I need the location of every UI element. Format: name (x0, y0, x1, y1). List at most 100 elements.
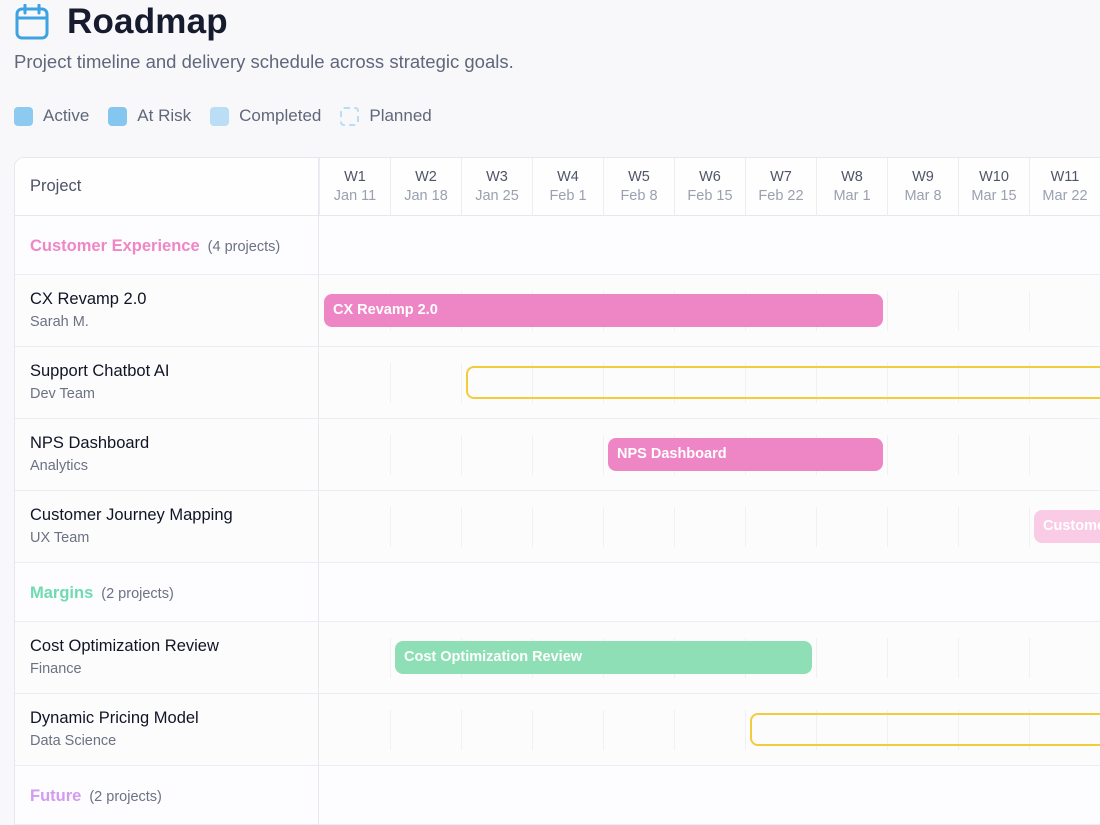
active-swatch (14, 106, 33, 126)
week-number: W11 (1050, 169, 1080, 185)
week-gridline (461, 507, 462, 547)
project-name: CX Revamp 2.0 (30, 290, 147, 308)
group-count: (4 projects) (207, 239, 281, 255)
week-gridline (674, 507, 675, 547)
week-gridline (532, 435, 533, 475)
week-number: W9 (912, 169, 934, 185)
week-gridline (390, 507, 391, 547)
week-gridline (958, 507, 959, 547)
status-legend: Active At Risk Completed Planned (14, 106, 451, 126)
timeline-bar-planned[interactable] (750, 713, 1100, 746)
project-row[interactable]: Support Chatbot AI Dev Team (15, 347, 1100, 419)
project-owner: UX Team (30, 530, 90, 546)
week-gridline (958, 638, 959, 678)
week-gridline (958, 435, 959, 475)
week-gridline (390, 363, 391, 403)
project-name: Cost Optimization Review (30, 637, 219, 655)
week-gridline (1029, 507, 1030, 547)
week-gridline (958, 710, 959, 750)
week-column-header: W5 Feb 8 (603, 158, 674, 216)
week-number: W6 (699, 169, 721, 185)
page-title: Roadmap (67, 2, 228, 41)
legend-label: Planned (369, 106, 432, 125)
week-gridline (887, 363, 888, 403)
week-number: W7 (770, 169, 792, 185)
legend-item-completed: Completed (210, 106, 321, 126)
legend-label: At Risk (137, 106, 192, 125)
project-row[interactable]: Cost Optimization Review Finance Cost Op… (15, 622, 1100, 694)
legend-label: Active (43, 106, 90, 125)
group-name: Customer Experience (30, 237, 200, 255)
week-gridline (603, 435, 604, 475)
timeline-bar[interactable]: Custome (1034, 510, 1100, 543)
week-column-header: W8 Mar 1 (816, 158, 887, 216)
week-column-header: W1 Jan 11 (319, 158, 390, 216)
week-gridline (461, 435, 462, 475)
week-gridline (390, 710, 391, 750)
project-column-header: Project (30, 177, 82, 195)
week-gridline (887, 435, 888, 475)
week-column-header: W9 Mar 8 (887, 158, 958, 216)
week-gridline (532, 363, 533, 403)
group-title: Future (2 projects) (30, 787, 162, 806)
project-row[interactable]: CX Revamp 2.0 Sarah M. CX Revamp 2.0 (15, 275, 1100, 347)
week-gridline (1029, 291, 1030, 331)
week-number: W2 (415, 169, 437, 185)
timeline-bar[interactable]: CX Revamp 2.0 (324, 294, 883, 327)
week-gridline (603, 363, 604, 403)
group-header-margins[interactable]: Margins (2 projects) (15, 563, 1100, 622)
timeline-bar[interactable]: Cost Optimization Review (395, 641, 812, 674)
project-owner: Data Science (30, 733, 117, 749)
week-column-header: W3 Jan 25 (461, 158, 532, 216)
group-name: Future (30, 787, 82, 805)
week-date: Mar 15 (971, 188, 1017, 204)
group-title: Margins (2 projects) (30, 584, 174, 603)
week-gridline (1029, 435, 1030, 475)
week-gridline (461, 363, 462, 403)
week-gridline (1029, 638, 1030, 678)
week-date: Jan 18 (404, 188, 448, 204)
calendar-icon (15, 4, 51, 40)
group-header-customer-experience[interactable]: Customer Experience (4 projects) (15, 217, 1100, 275)
planned-swatch (340, 106, 360, 126)
week-gridline (958, 291, 959, 331)
week-gridline (1029, 363, 1030, 403)
project-row[interactable]: NPS Dashboard Analytics NPS Dashboard (15, 419, 1100, 491)
project-name: NPS Dashboard (30, 434, 150, 452)
week-gridline (745, 710, 746, 750)
week-gridline (816, 638, 817, 678)
legend-label: Completed (239, 106, 322, 125)
legend-item-planned: Planned (340, 106, 432, 126)
project-owner: Finance (30, 661, 82, 677)
column-divider (318, 158, 319, 825)
week-column-header: W2 Jan 18 (390, 158, 461, 216)
week-date: Jan 25 (475, 188, 519, 204)
timeline-header: Project W1 Jan 11 W2 Jan 18 W3 Jan 25 W4 Feb… (15, 158, 1100, 216)
week-number: W10 (979, 169, 1009, 185)
roadmap-gantt: Project W1 Jan 11 W2 Jan 18 W3 Jan 25 W4 Feb… (14, 157, 1100, 825)
group-header-future[interactable]: Future (2 projects) (15, 766, 1100, 825)
week-gridline (532, 507, 533, 547)
project-row[interactable]: Customer Journey Mapping UX Team Custome (15, 491, 1100, 563)
week-date: Mar 1 (833, 188, 871, 204)
timeline-bar-planned[interactable] (466, 366, 1100, 399)
week-gridline (816, 363, 817, 403)
week-date: Jan 11 (333, 188, 377, 204)
page-subtitle: Project timeline and delivery schedule a… (14, 51, 514, 72)
week-gridline (887, 291, 888, 331)
week-gridline (816, 507, 817, 547)
timeline-bar[interactable]: NPS Dashboard (608, 438, 883, 471)
week-gridline (674, 710, 675, 750)
project-name: Support Chatbot AI (30, 362, 170, 380)
week-gridline (390, 638, 391, 678)
project-row[interactable]: Dynamic Pricing Model Data Science (15, 694, 1100, 766)
week-number: W5 (628, 169, 650, 185)
week-date: Feb 1 (549, 188, 587, 204)
week-date: Feb 15 (687, 188, 733, 204)
week-column-header: W4 Feb 1 (532, 158, 603, 216)
week-column-header: W7 Feb 22 (745, 158, 816, 216)
week-gridline (1029, 710, 1030, 750)
group-name: Margins (30, 584, 94, 602)
week-gridline (532, 710, 533, 750)
week-gridline (603, 507, 604, 547)
